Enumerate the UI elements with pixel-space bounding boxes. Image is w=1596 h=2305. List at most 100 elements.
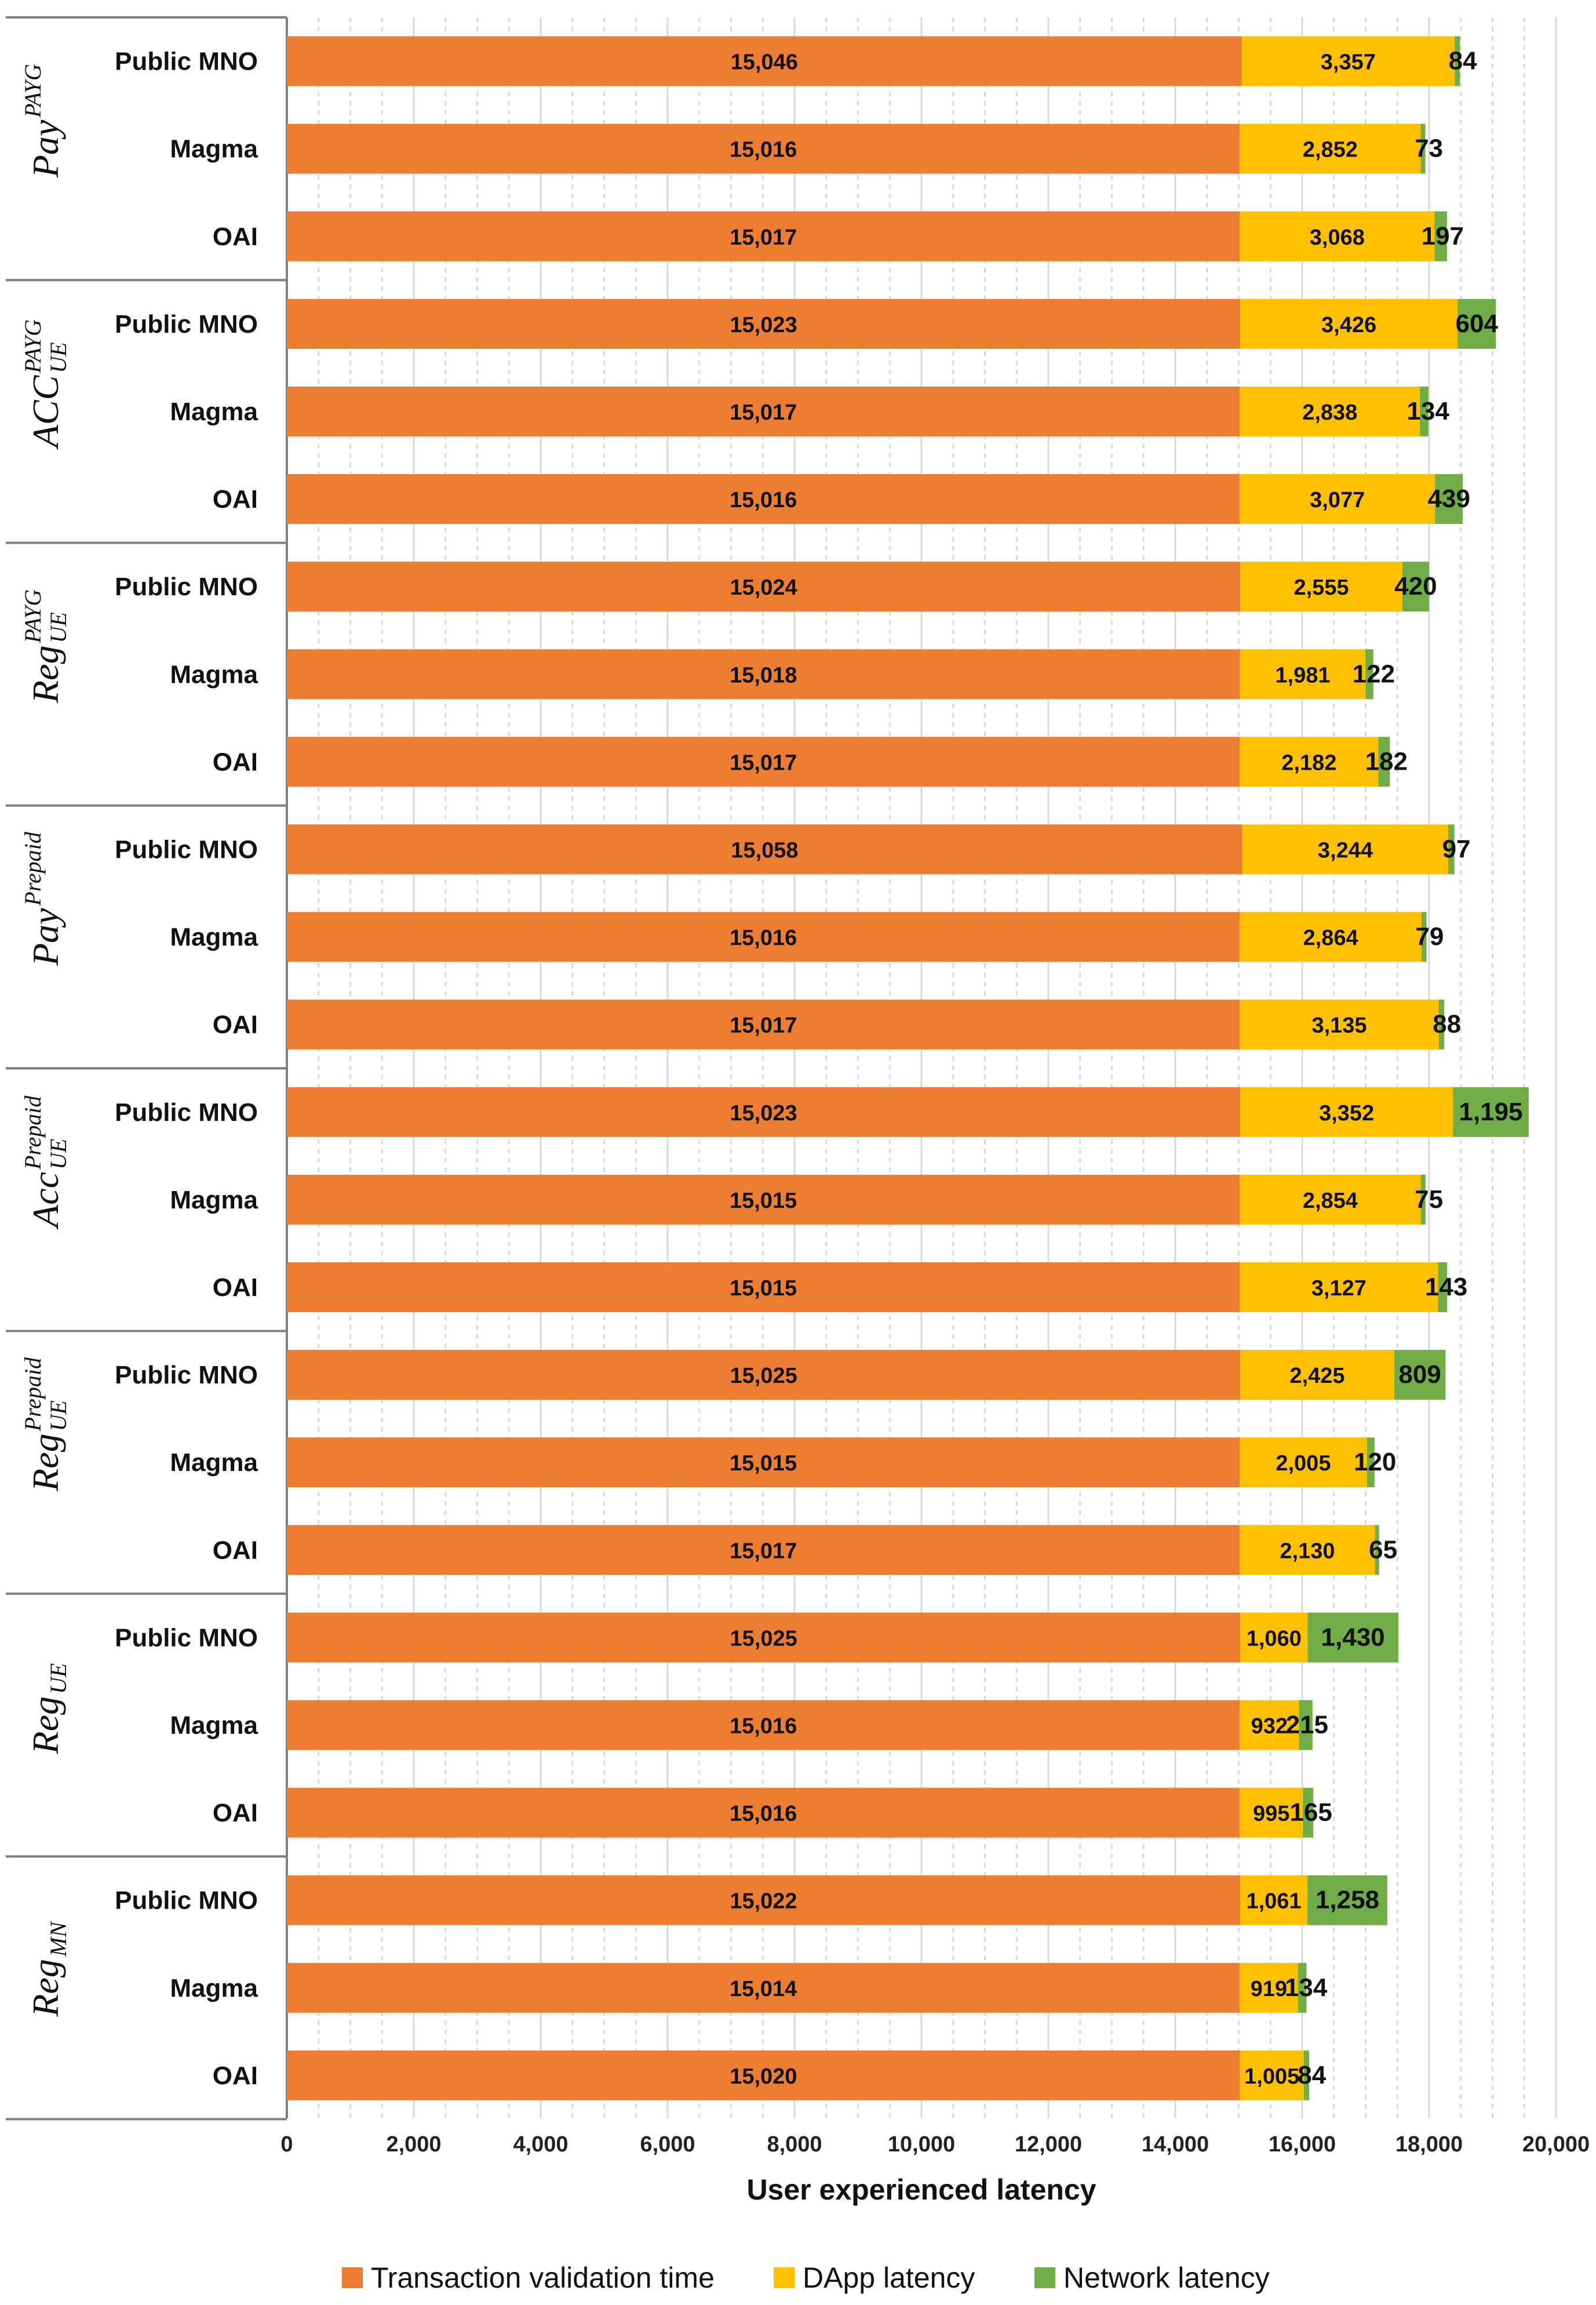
bar-segment-transaction-validation <box>287 36 1242 86</box>
bar-segment-dapp-latency <box>1240 1437 1367 1488</box>
bar-segment-network-latency <box>1438 1262 1448 1312</box>
group-label-superscript: PAYG <box>20 64 46 118</box>
data-label: 134 <box>1406 397 1449 425</box>
group-label-text: Pay <box>25 908 66 966</box>
bar-segment-transaction-validation <box>287 1087 1241 1137</box>
bar-segment-network-latency <box>1457 298 1496 349</box>
bar-segment-network-latency <box>1307 1612 1398 1663</box>
bar-segment-transaction-validation <box>287 474 1240 525</box>
bar-segment-dapp-latency <box>1240 1525 1375 1575</box>
data-label: 809 <box>1398 1360 1441 1389</box>
data-label: 15,017 <box>730 1014 797 1038</box>
bar-segment-transaction-validation <box>287 123 1240 174</box>
data-label: 3,135 <box>1311 1014 1367 1038</box>
bar-segment-transaction-validation <box>287 562 1241 612</box>
legend-label-transaction-validation: Transaction validation time <box>371 2262 715 2294</box>
data-label: 3,077 <box>1310 488 1365 512</box>
bar-segment-transaction-validation <box>287 386 1240 436</box>
data-label: 1,005 <box>1244 2064 1299 2089</box>
category-label: Public MNO <box>115 835 258 864</box>
x-tick-label: 4,000 <box>513 2132 568 2157</box>
data-label: 15,016 <box>730 1714 797 1738</box>
bar-segment-dapp-latency <box>1240 211 1435 261</box>
group-label-subscript: UE <box>45 1400 71 1431</box>
bar-segment-transaction-validation <box>287 824 1242 875</box>
bar-segment-transaction-validation <box>287 211 1240 261</box>
legend-label-dapp-latency: DApp latency <box>803 2262 975 2294</box>
group-label-text: Reg <box>25 646 66 704</box>
x-tick-label: 20,000 <box>1522 2132 1590 2157</box>
category-label: Public MNO <box>115 1361 258 1389</box>
data-label: 2,864 <box>1303 926 1358 951</box>
bar-segment-transaction-validation <box>287 1875 1240 1925</box>
bar-segment-transaction-validation <box>287 1437 1240 1488</box>
data-label: 134 <box>1285 1973 1328 2002</box>
category-label: Public MNO <box>115 310 258 338</box>
data-label: 197 <box>1422 222 1464 250</box>
data-label: 15,017 <box>730 751 797 775</box>
data-label: 15,020 <box>730 2064 797 2089</box>
data-label: 15,016 <box>730 926 797 951</box>
data-label: 3,244 <box>1318 838 1373 862</box>
x-tick-label: 2,000 <box>386 2132 441 2157</box>
x-tick-label: 12,000 <box>1015 2132 1082 2157</box>
bar-segment-network-latency <box>1375 1525 1379 1575</box>
data-label: 1,258 <box>1316 1886 1379 1914</box>
data-label: 2,182 <box>1281 751 1336 775</box>
bar-segment-dapp-latency <box>1241 36 1455 86</box>
data-label: 3,357 <box>1321 50 1376 75</box>
data-label: 439 <box>1428 485 1470 513</box>
bar-segment-network-latency <box>1434 211 1447 261</box>
legend-swatch-transaction-validation <box>342 2267 363 2288</box>
data-label: 122 <box>1353 660 1395 688</box>
bar-segment-transaction-validation <box>287 1350 1241 1400</box>
bar-segment-dapp-latency <box>1240 2050 1304 2100</box>
data-label: 15,018 <box>730 663 797 687</box>
bar-segment-network-latency <box>1453 1087 1529 1137</box>
data-label: 15,016 <box>730 488 797 512</box>
data-label: 604 <box>1456 309 1499 338</box>
data-label: 2,005 <box>1276 1451 1331 1476</box>
category-label: Public MNO <box>115 1887 258 1915</box>
data-label: 15,016 <box>730 1802 797 1826</box>
data-label: 2,854 <box>1303 1189 1358 1213</box>
bar-segment-network-latency <box>1448 824 1455 875</box>
bar-segment-network-latency <box>1367 1437 1375 1488</box>
legend-label-network-latency: Network latency <box>1063 2262 1270 2294</box>
data-label: 420 <box>1394 572 1437 600</box>
bar-segment-network-latency <box>1420 386 1429 436</box>
bar-segment-dapp-latency <box>1240 562 1402 612</box>
group-label-superscript: Prepaid <box>20 1095 46 1170</box>
data-label: 15,015 <box>730 1451 797 1476</box>
bar-segment-network-latency <box>1438 999 1445 1050</box>
x-axis-title: User experienced latency <box>746 2173 1096 2206</box>
data-label: 15,023 <box>730 1101 797 1126</box>
category-label: Public MNO <box>115 1623 258 1652</box>
category-label: OAI <box>213 1011 258 1039</box>
data-label: 2,130 <box>1280 1539 1335 1563</box>
category-label: OAI <box>213 223 258 251</box>
bar-segment-network-latency <box>1307 1875 1387 1925</box>
group-label-superscript: PAYG <box>20 319 46 374</box>
bar-segment-dapp-latency <box>1240 474 1435 525</box>
x-tick-label: 14,000 <box>1142 2132 1209 2157</box>
data-label: 15,017 <box>730 1539 797 1563</box>
bar-segment-transaction-validation <box>287 737 1240 787</box>
data-label: 15,025 <box>730 1626 797 1651</box>
x-tick-label: 0 <box>280 2132 293 2157</box>
data-label: 15,017 <box>730 225 797 250</box>
data-label: 15,022 <box>730 1889 797 1914</box>
category-label: OAI <box>213 1536 258 1564</box>
data-label: 15,016 <box>730 138 797 162</box>
bar-segment-transaction-validation <box>287 1612 1241 1663</box>
bar-segment-transaction-validation <box>287 999 1240 1050</box>
bar-segment-dapp-latency <box>1240 649 1366 700</box>
group-label-subscript: UE <box>45 1139 71 1170</box>
group-label-text: Acc <box>25 1172 66 1230</box>
category-label: Magma <box>170 923 258 952</box>
category-label: Magma <box>170 1974 258 2002</box>
bar-segment-network-latency <box>1435 474 1463 525</box>
